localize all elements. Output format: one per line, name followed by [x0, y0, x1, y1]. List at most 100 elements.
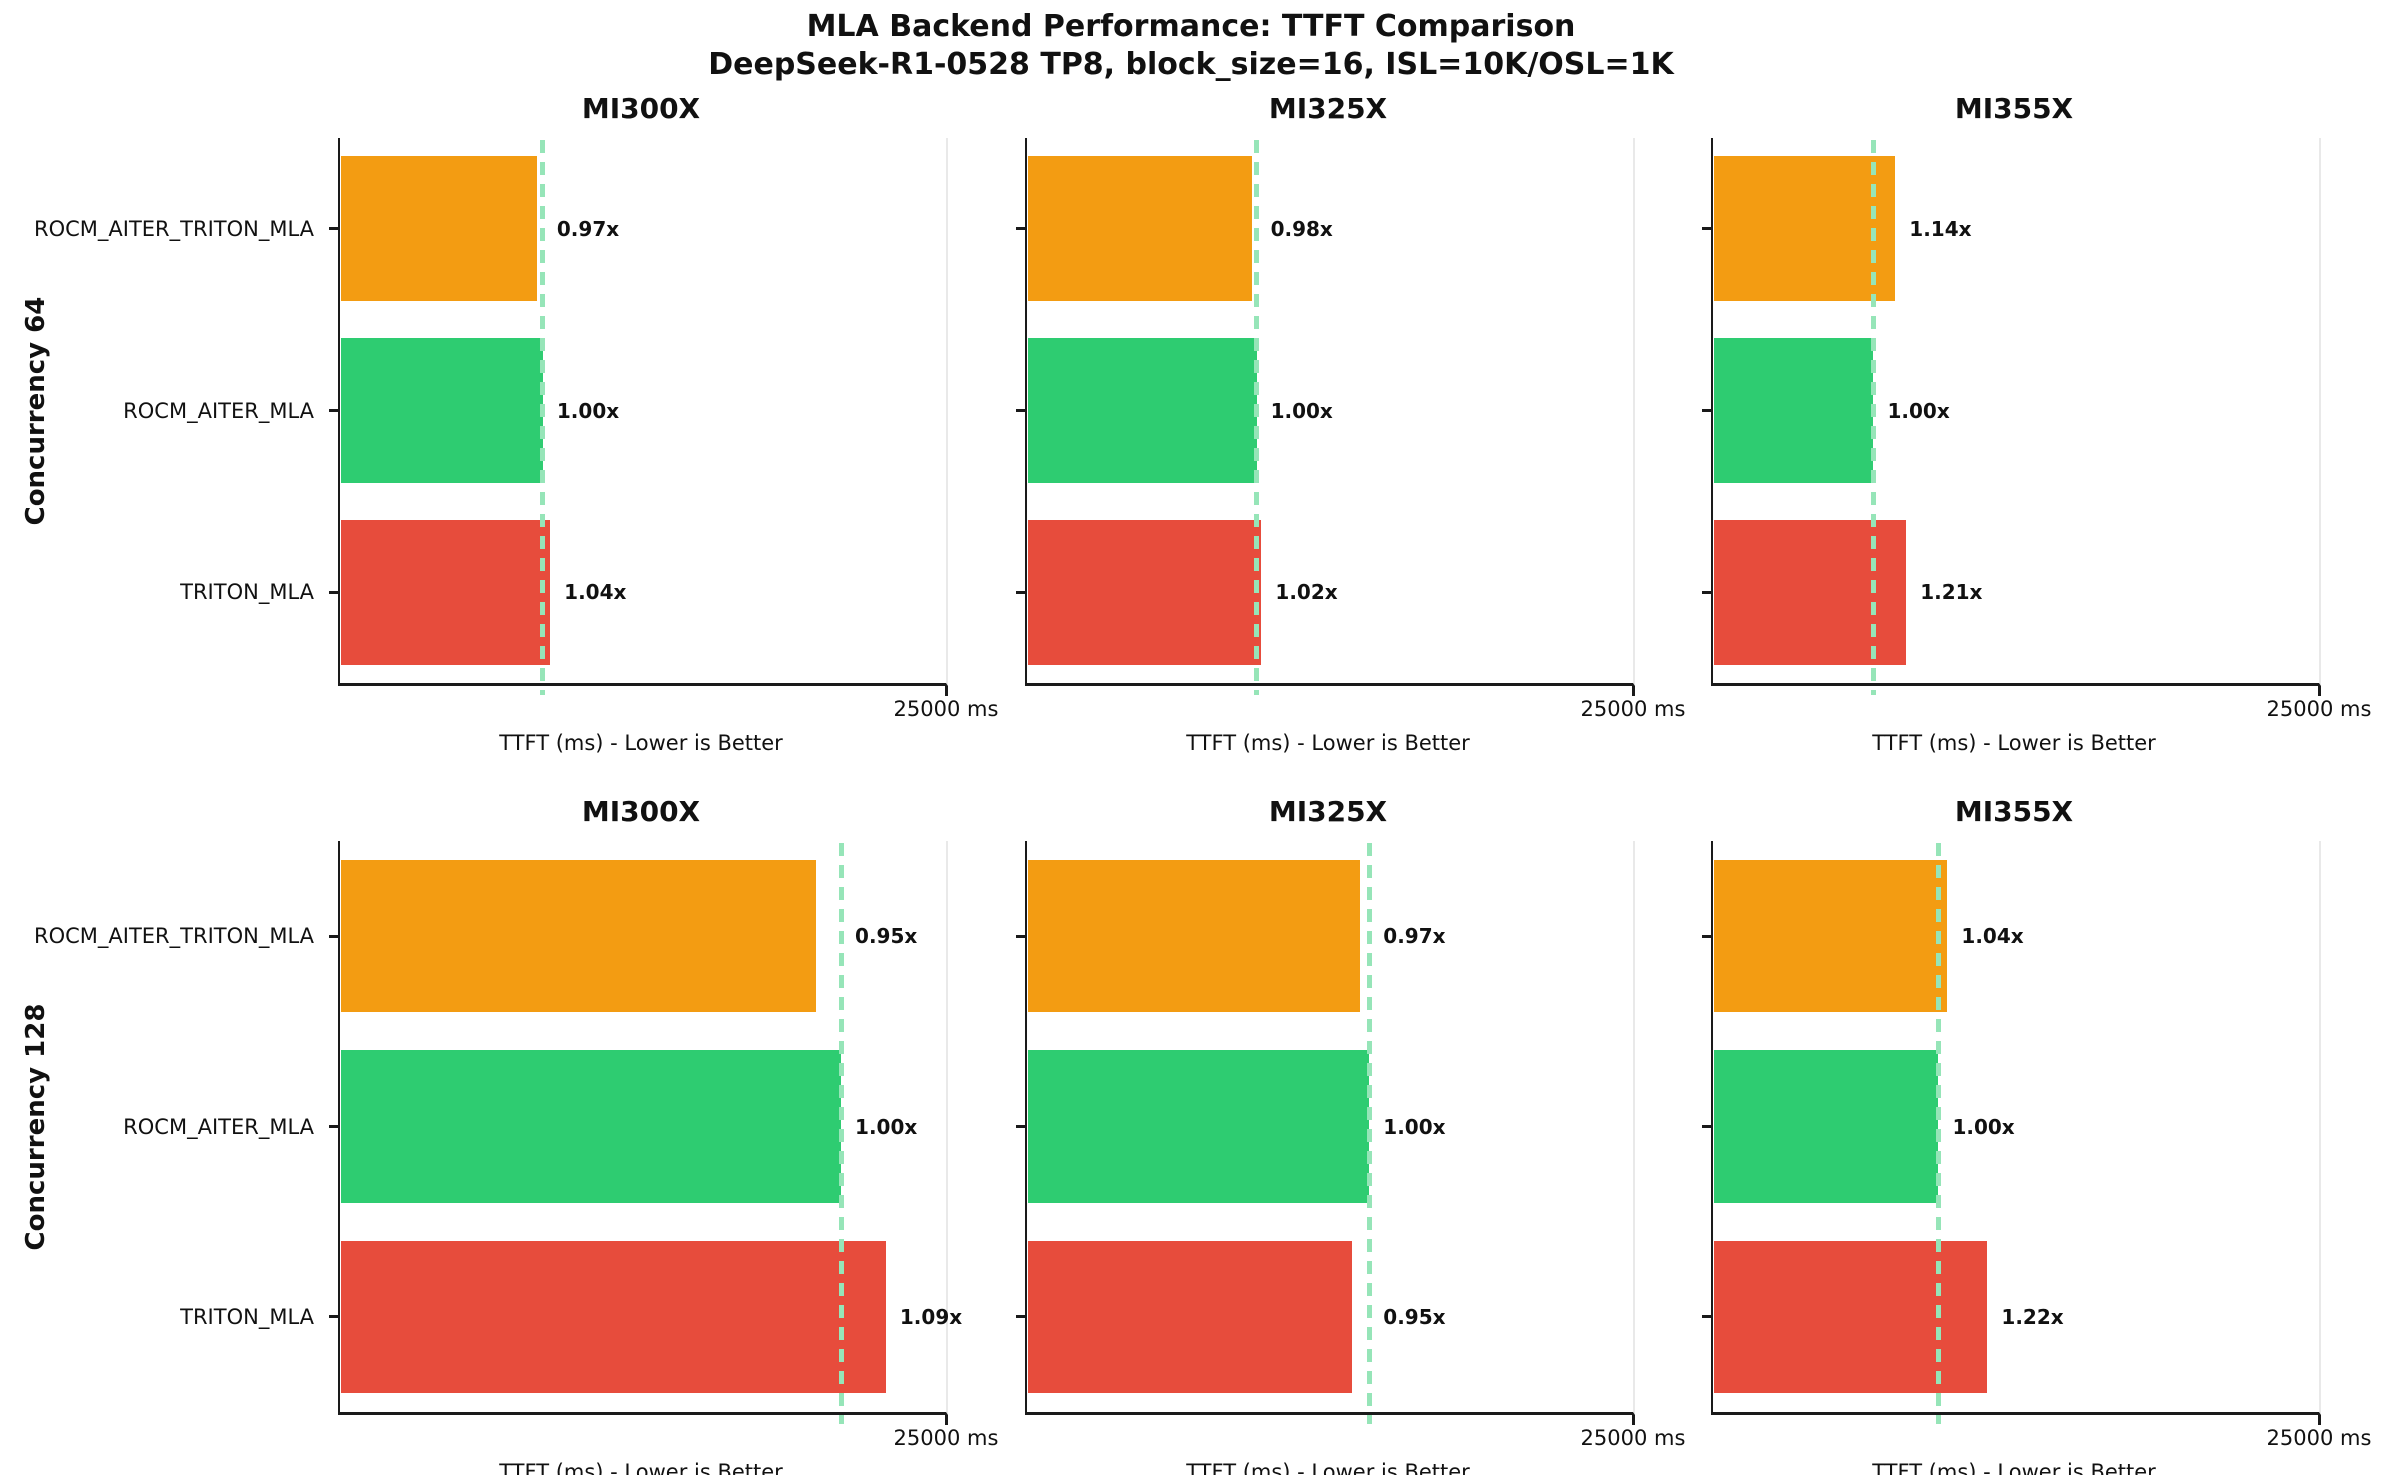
- bar-triton_mla: [1027, 519, 1262, 665]
- ratio-label: 1.04x: [1961, 924, 2024, 949]
- y-tick-mark: [1702, 590, 1712, 594]
- y-tick-mark: [1702, 1125, 1712, 1128]
- subplot-title-mi300x: MI300X: [581, 795, 701, 828]
- y-tick-label-rocm_aiter_mla: ROCM_AITER_MLA: [123, 398, 314, 423]
- subplot-title-mi325x: MI325X: [1268, 795, 1388, 828]
- bar-triton_mla: [340, 519, 551, 665]
- baseline-reference-line: [1870, 140, 1876, 695]
- x-axis-label: TTFT (ms) - Lower is Better: [1872, 1460, 2156, 1475]
- subplot-title-mi355x: MI355X: [1954, 795, 2074, 828]
- x-tick-label-25000ms: 25000 ms: [2266, 1426, 2372, 1450]
- bar-triton_mla: [1713, 1240, 1988, 1393]
- bar-rocm_aiter_triton_mla: [340, 860, 816, 1013]
- ratio-label: 1.22x: [2001, 1304, 2064, 1329]
- ratio-label: 1.00x: [1383, 1114, 1446, 1139]
- x-tick-label-25000ms: 25000 ms: [2266, 697, 2372, 721]
- ratio-label: 1.00x: [556, 398, 620, 423]
- x-tick-label-25000ms: 25000 ms: [893, 1426, 999, 1450]
- x-tick-label-25000ms: 25000 ms: [1580, 1426, 1686, 1450]
- x-axis-label: TTFT (ms) - Lower is Better: [499, 731, 783, 755]
- bar-rocm_aiter_mla: [1713, 337, 1874, 484]
- ratio-label: 1.02x: [1275, 580, 1338, 605]
- x-tick-mark-25000: [1632, 1415, 1635, 1425]
- bar-rocm_aiter_mla: [1027, 1050, 1370, 1203]
- ratio-label: 0.98x: [1270, 216, 1333, 241]
- bar-rocm_aiter_triton_mla: [1713, 860, 1948, 1013]
- ratio-label: 1.00x: [855, 1114, 918, 1139]
- axes-mi325x-row1: [1025, 138, 1635, 686]
- x-tick-label-25000ms: 25000 ms: [1580, 697, 1686, 721]
- y-tick-mark: [329, 934, 339, 938]
- x-axis-label: TTFT (ms) - Lower is Better: [1186, 1460, 1470, 1475]
- subplot-title-mi300x: MI300X: [581, 92, 701, 125]
- y-tick-mark: [329, 1125, 339, 1128]
- y-tick-mark: [1016, 1125, 1026, 1128]
- axes-mi325x-row2: [1025, 841, 1635, 1415]
- bar-rocm_aiter_mla: [340, 1050, 842, 1203]
- axes-mi355x-row2: [1711, 841, 2321, 1415]
- bar-triton_mla: [340, 1240, 886, 1393]
- axes-mi300x-row1: [338, 138, 948, 686]
- y-tick-mark: [1702, 934, 1712, 938]
- ratio-label: 1.00x: [1887, 398, 1950, 423]
- bar-rocm_aiter_triton_mla: [340, 156, 537, 302]
- ratio-label: 1.00x: [1952, 1114, 2015, 1139]
- baseline-reference-line: [1366, 843, 1372, 1424]
- y-tick-label-rocm_aiter_mla: ROCM_AITER_MLA: [123, 1114, 314, 1139]
- y-tick-mark: [1016, 934, 1026, 938]
- bar-rocm_aiter_mla: [1027, 337, 1257, 484]
- bar-triton_mla: [1713, 519, 1907, 665]
- y-tick-mark: [1702, 409, 1712, 412]
- ratio-label: 0.97x: [556, 216, 620, 241]
- ratio-label: 1.21x: [1920, 580, 1983, 605]
- ratio-label: 0.95x: [1383, 1304, 1446, 1329]
- figure-title: MLA Backend Performance: TTFT Comparison…: [0, 8, 2382, 84]
- y-tick-mark: [1016, 409, 1026, 412]
- ratio-label: 1.09x: [899, 1304, 963, 1329]
- subplot-title-mi325x: MI325X: [1268, 92, 1388, 125]
- y-tick-label-triton_mla: TRITON_MLA: [180, 580, 314, 605]
- axes-mi300x-row2: [338, 841, 948, 1415]
- y-tick-mark: [1016, 590, 1026, 594]
- axes-mi355x-row1: [1711, 138, 2321, 686]
- y-tick-mark: [1702, 1315, 1712, 1319]
- x-axis-label: TTFT (ms) - Lower is Better: [499, 1460, 783, 1475]
- x-axis-label: TTFT (ms) - Lower is Better: [1186, 731, 1470, 755]
- y-tick-mark: [329, 409, 339, 412]
- y-tick-label-rocm_aiter_triton_mla: ROCM_AITER_TRITON_MLA: [34, 924, 314, 949]
- baseline-reference-line: [1254, 140, 1260, 695]
- y-tick-mark: [1702, 227, 1712, 231]
- y-tick-mark: [329, 1315, 339, 1319]
- baseline-reference-line: [540, 140, 546, 695]
- x-tick-mark-25000: [2318, 1415, 2321, 1425]
- ratio-label: 1.14x: [1909, 216, 1972, 241]
- x-axis-label: TTFT (ms) - Lower is Better: [1872, 731, 2156, 755]
- y-tick-mark: [1016, 1315, 1026, 1319]
- y-tick-label-triton_mla: TRITON_MLA: [180, 1304, 314, 1329]
- figure-title-line2: DeepSeek-R1-0528 TP8, block_size=16, ISL…: [708, 47, 1674, 82]
- bar-rocm_aiter_triton_mla: [1713, 156, 1896, 302]
- ratio-label: 0.95x: [855, 924, 918, 949]
- bar-rocm_aiter_triton_mla: [1027, 860, 1360, 1013]
- figure-title-line1: MLA Backend Performance: TTFT Comparison: [806, 9, 1576, 44]
- x-tick-label-25000ms: 25000 ms: [893, 697, 999, 721]
- bar-rocm_aiter_triton_mla: [1027, 156, 1252, 302]
- baseline-reference-line: [838, 843, 844, 1424]
- baseline-reference-line: [1935, 843, 1941, 1424]
- x-tick-mark-25000: [2318, 686, 2321, 696]
- x-tick-mark-25000: [945, 686, 948, 696]
- y-tick-mark: [329, 227, 339, 231]
- bar-rocm_aiter_mla: [340, 337, 543, 484]
- bar-rocm_aiter_mla: [1713, 1050, 1939, 1203]
- ratio-label: 0.97x: [1383, 924, 1446, 949]
- y-tick-mark: [1016, 227, 1026, 231]
- y-tick-mark: [329, 590, 339, 594]
- bar-triton_mla: [1027, 1240, 1353, 1393]
- subplot-title-mi355x: MI355X: [1954, 92, 2074, 125]
- x-tick-mark-25000: [1632, 686, 1635, 696]
- ratio-label: 1.00x: [1270, 398, 1333, 423]
- ratio-label: 1.04x: [564, 580, 627, 605]
- x-tick-mark-25000: [945, 1415, 948, 1425]
- y-tick-label-rocm_aiter_triton_mla: ROCM_AITER_TRITON_MLA: [34, 216, 314, 241]
